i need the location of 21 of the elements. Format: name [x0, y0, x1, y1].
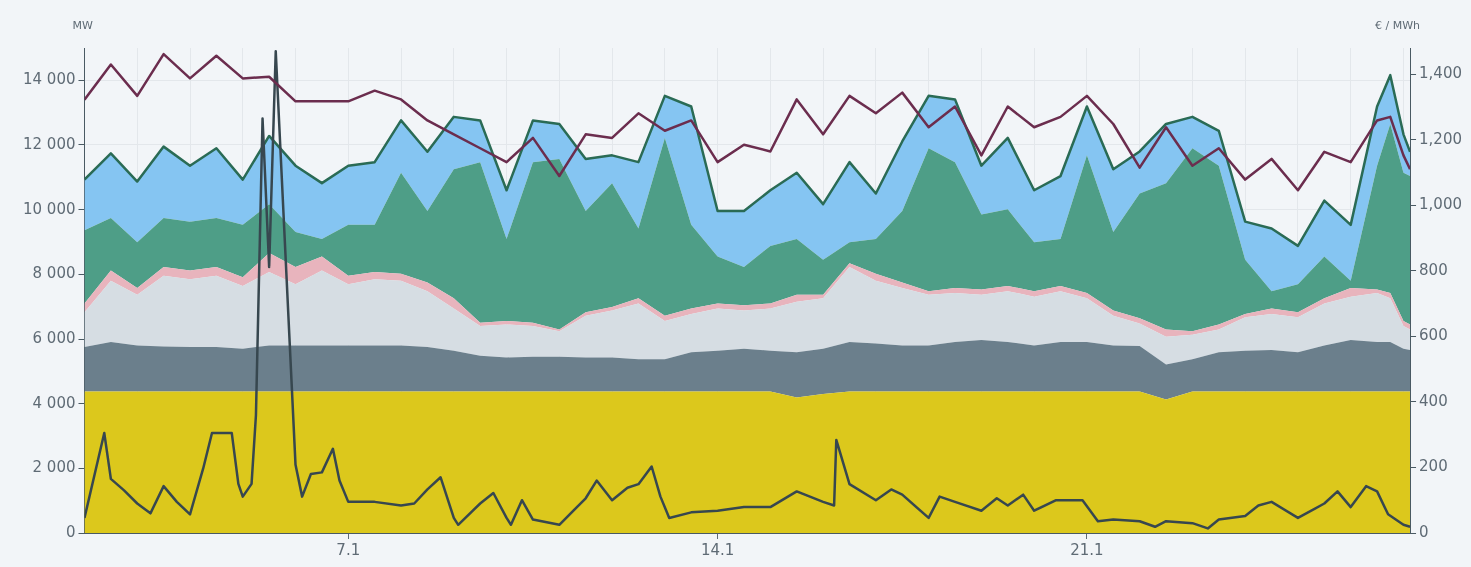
y2-axis-title: € / MWh — [1375, 19, 1421, 33]
y2-tick-label: 600 — [1419, 326, 1448, 345]
y-tick-label: 2 000 — [32, 458, 76, 477]
y-tick-label: 14 000 — [22, 70, 76, 89]
y2-tick-label: 1,000 — [1419, 195, 1463, 214]
y-tick-label: 0 — [65, 522, 76, 541]
y-tick-label: 6 000 — [32, 328, 76, 347]
y2-tick-label: 400 — [1419, 391, 1448, 410]
y2-tick-label: 800 — [1419, 260, 1448, 279]
y-tick-label: 8 000 — [32, 264, 76, 283]
x-tick-label: 14.1 — [700, 540, 735, 559]
y2-tick-label: 1,200 — [1419, 129, 1463, 148]
y-tick-label: 10 000 — [22, 199, 76, 218]
y-tick-label: 4 000 — [32, 393, 76, 412]
y2-tick-label: 200 — [1419, 457, 1448, 476]
y2-tick-label: 1,400 — [1419, 64, 1463, 83]
x-tick-label: 21.1 — [1070, 540, 1104, 559]
y-axis-title: MW — [72, 19, 93, 33]
y-tick-label: 12 000 — [22, 134, 76, 153]
x-tick-label: 7.1 — [336, 540, 361, 559]
y2-tick-label: 0 — [1419, 522, 1429, 541]
